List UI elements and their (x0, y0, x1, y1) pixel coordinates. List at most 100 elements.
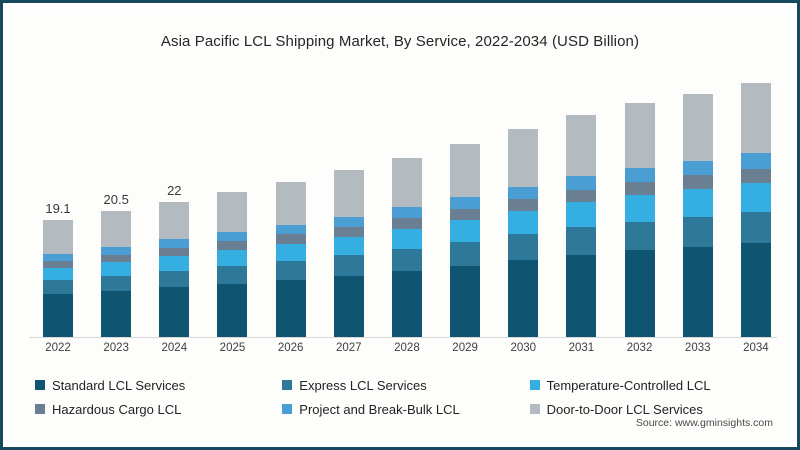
legend-label: Standard LCL Services (52, 377, 186, 393)
bar-segment (682, 175, 713, 189)
bar-segment (450, 241, 481, 266)
x-axis-tick-label: 2024 (161, 342, 188, 354)
x-axis-tick-label: 2022 (45, 342, 71, 354)
x-axis-tick-label: 2029 (452, 342, 478, 354)
bar-column: 20.5 (95, 79, 137, 337)
bar-segment (740, 243, 771, 337)
stacked-bar (275, 181, 306, 337)
legend-swatch-icon (35, 380, 45, 390)
bar-segment (508, 234, 539, 261)
x-axis-labels: 2022 2023 2024 2025 2026 2027 2028 2029 2030 2031… (37, 342, 777, 354)
bar-column (211, 79, 253, 337)
plot-area: 19.1 20.5 22 (37, 79, 777, 337)
x-axis-tick-label: 2028 (394, 342, 420, 354)
bar-segment (43, 219, 73, 254)
legend-item-project[interactable]: Project and Break-Bulk LCL (282, 397, 529, 421)
bar-segment (101, 211, 132, 247)
bar-segment (275, 260, 306, 280)
bar-segment (566, 227, 597, 255)
bar-segment (566, 176, 597, 190)
bar-column (619, 79, 661, 337)
bar-segment (682, 160, 713, 176)
bar-segment (682, 93, 713, 161)
bar-segment (391, 218, 422, 229)
bar-column (502, 79, 544, 337)
page-title: Asia Pacific LCL Shipping Market, By Ser… (160, 33, 640, 50)
bar-segment (159, 239, 190, 248)
legend-label: Express LCL Services (299, 377, 427, 393)
x-axis-tick-label: 2032 (626, 342, 653, 354)
legend-item-standard[interactable]: Standard LCL Services (35, 373, 282, 397)
legend-swatch-icon (529, 404, 540, 414)
bar-segment (740, 83, 771, 154)
bar-column (560, 79, 602, 337)
bar-value-label: 22 (167, 182, 182, 198)
legend-swatch-icon (35, 404, 45, 414)
bar-segment (43, 279, 73, 295)
bar-segment (43, 260, 73, 268)
bar-segment (217, 231, 248, 242)
bar-segment (740, 182, 771, 212)
bar-segment (43, 294, 73, 337)
bar-segment (391, 270, 422, 337)
bar-segment (43, 253, 73, 261)
bar-segment (740, 211, 771, 244)
bar-segment (624, 250, 655, 337)
stacked-bar (682, 93, 713, 337)
bar-column (328, 79, 370, 337)
bar-segment (101, 275, 132, 291)
legend-label: Temperature-Controlled LCL (546, 377, 711, 393)
bar-segment (159, 287, 190, 337)
legend-label: Door-to-Door LCL Services (546, 401, 703, 417)
legend-item-hazardous[interactable]: Hazardous Cargo LCL (35, 397, 282, 421)
bar-column (444, 79, 486, 337)
bar-column (677, 79, 719, 337)
legend-swatch-icon (282, 404, 293, 414)
legend-item-temperature[interactable]: Temperature-Controlled LCL (529, 373, 777, 397)
bar-segment (217, 249, 248, 266)
x-axis-tick-label: 2023 (103, 342, 129, 354)
bar-segment (159, 270, 190, 288)
stacked-bar (740, 83, 771, 337)
x-axis-line (29, 337, 777, 338)
bar-segment (624, 103, 655, 169)
bar-segment (159, 247, 190, 256)
bar-segment (333, 227, 364, 237)
bar-segment (391, 248, 422, 271)
legend-swatch-icon (529, 380, 540, 390)
bar-segment (43, 267, 73, 280)
source-note: Source: www.gminsights.com (635, 417, 773, 429)
bar-segment (333, 275, 364, 337)
bar-series-container: 19.1 20.5 22 (37, 79, 777, 337)
x-axis-tick-label: 2030 (510, 342, 537, 354)
bar-segment (624, 168, 655, 183)
x-axis-tick-label: 2027 (335, 342, 362, 354)
stacked-bar (450, 144, 481, 337)
bar-segment (682, 246, 713, 337)
x-axis-tick-label: 2025 (219, 342, 246, 354)
bar-segment (333, 236, 364, 256)
legend-item-doortodoor[interactable]: Door-to-Door LCL Services (529, 397, 777, 421)
legend-item-express[interactable]: Express LCL Services (282, 373, 529, 397)
x-axis-tick-label: 2026 (277, 342, 304, 354)
bar-segment (391, 157, 422, 208)
bar-segment (450, 220, 481, 242)
bar-column (270, 79, 312, 337)
bar-segment (682, 216, 713, 247)
bar-segment (508, 260, 539, 337)
stacked-bar (217, 192, 248, 337)
bar-segment (101, 246, 132, 255)
bar-segment (450, 144, 481, 197)
stacked-bar (159, 201, 190, 337)
bar-segment (101, 262, 132, 276)
bar-column: 22 (153, 79, 195, 337)
legend-label: Hazardous Cargo LCL (52, 401, 182, 417)
bar-segment (217, 241, 248, 250)
bar-segment (624, 221, 655, 251)
legend-label: Project and Break-Bulk LCL (299, 401, 460, 417)
stacked-bar (43, 219, 73, 337)
bar-segment (217, 283, 248, 337)
bar-segment (508, 199, 539, 212)
bar-segment (450, 209, 481, 221)
